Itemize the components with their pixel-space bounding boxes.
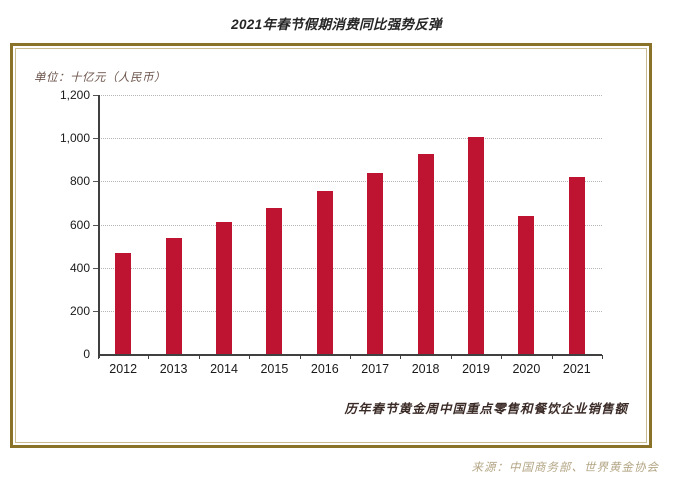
chart-frame <box>10 43 652 448</box>
chart-frame-inner <box>15 48 647 443</box>
chart-title: 2021年春节假期消费同比强势反弹 <box>231 17 442 32</box>
source-note: 来源：中国商务部、世界黄金协会 <box>471 462 659 474</box>
chart-caption: 历年春节黄金周中国重点零售和餐饮企业销售额 <box>344 402 628 416</box>
unit-label: 单位：十亿元（人民币） <box>34 72 166 84</box>
